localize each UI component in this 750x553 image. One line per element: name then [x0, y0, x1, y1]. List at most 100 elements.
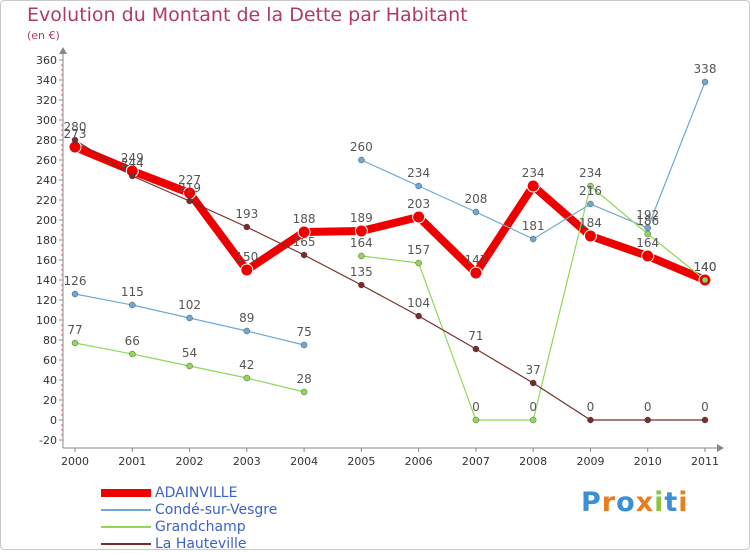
data-label: 37	[526, 363, 541, 377]
x-axis-arrow	[717, 444, 724, 452]
data-point	[701, 276, 709, 284]
legend-label: Condé-sur-Vesgre	[155, 502, 278, 518]
data-point	[587, 182, 594, 190]
data-point	[701, 416, 709, 424]
x-tick-label: 2010	[634, 455, 662, 468]
data-label: 75	[296, 325, 311, 339]
y-tick-label: 200	[36, 214, 57, 227]
data-point	[358, 252, 365, 260]
y-tick-label: 140	[36, 274, 57, 287]
logo-letter: o	[616, 487, 636, 518]
data-label: 164	[636, 236, 659, 250]
data-label: 140	[694, 260, 717, 274]
data-label: 147	[464, 253, 487, 267]
legend-label: Grandchamp	[155, 519, 246, 535]
logo-letter: i	[654, 487, 665, 518]
data-point	[129, 172, 136, 180]
data-label: 273	[64, 127, 87, 141]
data-label: 184	[579, 216, 602, 230]
y-tick-label: 60	[43, 354, 57, 367]
x-tick-label: 2006	[405, 455, 433, 468]
data-label: 104	[407, 296, 430, 310]
y-tick-label: -20	[39, 434, 57, 447]
data-point	[472, 345, 480, 353]
data-point	[472, 208, 480, 216]
y-tick-label: 160	[36, 254, 57, 267]
data-label: 249	[121, 151, 144, 165]
x-tick-label: 2005	[347, 455, 375, 468]
data-point	[186, 362, 193, 370]
data-label: 189	[350, 211, 373, 225]
y-tick-label: 80	[43, 334, 57, 347]
y-tick-label: 100	[36, 314, 57, 327]
data-label: 219	[178, 181, 201, 195]
data-label: 0	[529, 400, 537, 414]
data-label: 216	[579, 184, 602, 198]
legend-swatch	[101, 489, 151, 497]
data-label: 193	[235, 207, 258, 221]
data-point	[240, 263, 254, 277]
data-point	[412, 210, 426, 224]
y-axis-arrow	[59, 47, 67, 54]
data-label: 181	[522, 219, 545, 233]
data-label: 260	[350, 140, 373, 154]
data-label: 150	[235, 250, 258, 264]
data-label: 157	[407, 243, 430, 257]
y-tick-label: 0	[50, 414, 57, 427]
logo-letter: x	[635, 487, 655, 518]
data-label: 192	[636, 208, 659, 222]
y-tick-label: 320	[36, 94, 57, 107]
data-label: 71	[468, 329, 483, 343]
y-tick-label: 300	[36, 114, 57, 127]
proxiti-logo: Proxiti	[581, 487, 689, 518]
legend-label: ADAINVILLE	[155, 485, 238, 501]
y-tick-label: 240	[36, 174, 57, 187]
data-point	[243, 374, 251, 382]
data-label: 0	[587, 400, 595, 414]
data-label: 164	[350, 236, 373, 250]
data-point	[472, 416, 480, 424]
data-point	[701, 78, 709, 86]
data-label: 140	[694, 260, 717, 274]
data-label: 115	[121, 285, 144, 299]
data-point	[297, 225, 311, 239]
data-point	[644, 416, 651, 424]
data-label: 165	[293, 235, 316, 249]
y-tick-label: 220	[36, 194, 57, 207]
y-tick-label: 40	[43, 374, 57, 387]
chart-subtitle: (en €)	[27, 29, 60, 42]
data-point	[587, 416, 594, 424]
data-label: 0	[472, 400, 480, 414]
x-tick-label: 2007	[462, 455, 490, 468]
data-label: 208	[464, 192, 487, 206]
logo-letter: P	[581, 487, 602, 518]
legend-swatch	[101, 543, 151, 545]
series-line	[71, 143, 709, 284]
x-tick-label: 2002	[176, 455, 204, 468]
data-label: 0	[701, 400, 709, 414]
y-tick-label: 280	[36, 134, 57, 147]
y-tick-label: 180	[36, 234, 57, 247]
x-tick-label: 2003	[233, 455, 261, 468]
data-point	[300, 388, 308, 396]
legend-swatch	[101, 526, 151, 528]
y-tick-label: 360	[36, 54, 57, 67]
data-point	[71, 290, 79, 298]
data-label: 338	[694, 62, 717, 76]
data-point	[129, 350, 136, 358]
data-label: 126	[64, 274, 87, 288]
data-point	[469, 266, 483, 280]
data-point	[354, 224, 368, 238]
data-point	[529, 235, 537, 243]
data-point	[529, 379, 537, 387]
data-label: 77	[67, 323, 82, 337]
data-point	[529, 416, 537, 424]
data-point	[300, 251, 308, 259]
data-label: 234	[407, 166, 430, 180]
x-tick-label: 2011	[691, 455, 719, 468]
data-label: 54	[182, 346, 197, 360]
data-label: 135	[350, 265, 373, 279]
data-label: 42	[239, 358, 254, 372]
